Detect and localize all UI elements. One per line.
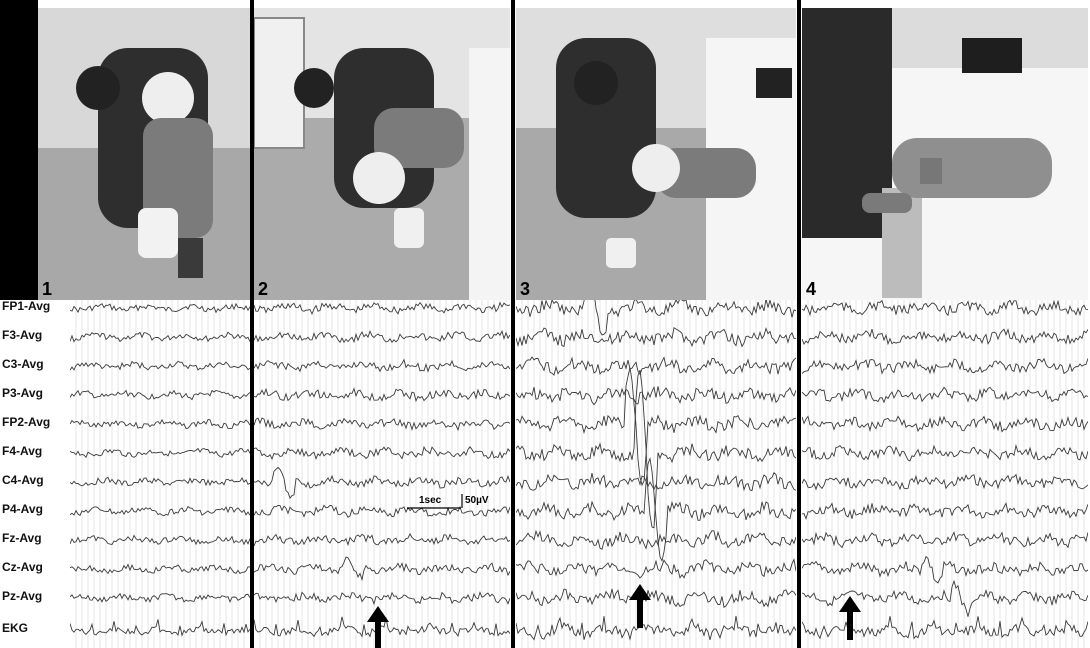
channel-label-pz: Pz-Avg — [2, 589, 43, 603]
channel-label-c4: C4-Avg — [2, 473, 44, 487]
arrow-up-icon — [367, 606, 389, 648]
eeg-panel-3 — [516, 300, 796, 648]
panel-number-2: 2 — [258, 279, 269, 299]
eeg-traces-4 — [802, 300, 1088, 648]
eeg-traces-3 — [516, 300, 796, 648]
arrow-up-icon — [839, 596, 861, 640]
channel-label-cz: Cz-Avg — [2, 560, 43, 574]
photo-1-illustration — [38, 8, 250, 300]
eeg-trace — [516, 558, 796, 579]
eeg-trace — [802, 443, 1088, 462]
eeg-trace — [802, 386, 1088, 404]
eeg-trace — [254, 556, 510, 582]
panel-number-1: 1 — [42, 279, 53, 299]
eeg-trace — [516, 456, 796, 563]
eeg-trace — [70, 331, 250, 343]
eeg-trace — [254, 466, 510, 500]
eeg-trace — [802, 473, 1088, 491]
eeg-trace — [516, 356, 796, 376]
eeg-trace — [254, 445, 510, 461]
channel-label-ekg: EKG — [2, 621, 29, 635]
channel-label-p4: P4-Avg — [2, 502, 43, 516]
channel-label-fz: Fz-Avg — [2, 531, 42, 545]
left-black-spine — [0, 0, 38, 300]
scale-time-label: 1sec — [419, 495, 442, 506]
eeg-trace — [802, 531, 1088, 549]
eeg-trace — [802, 300, 1088, 317]
eeg-trace — [70, 592, 250, 603]
eeg-trace — [70, 447, 250, 459]
photo-panel-3: 3 — [516, 8, 796, 300]
panel-divider-3 — [797, 0, 801, 648]
eeg-panel-2 — [254, 300, 510, 648]
photo-2-illustration — [254, 8, 510, 300]
eeg-trace — [516, 326, 796, 348]
eeg-trace — [254, 387, 510, 403]
eeg-trace — [254, 329, 510, 344]
eeg-trace — [254, 358, 510, 373]
eeg-trace — [254, 417, 510, 432]
eeg-panel-1 — [70, 300, 250, 648]
eeg-trace — [70, 505, 250, 517]
eeg-trace — [516, 615, 796, 641]
photo-4-illustration — [802, 8, 1088, 300]
eeg-trace — [70, 389, 250, 401]
eeg-trace — [802, 502, 1088, 520]
eeg-trace — [516, 472, 796, 492]
channel-label-p3: P3-Avg — [2, 386, 43, 400]
eeg-trace — [70, 563, 250, 575]
eeg-trace — [516, 529, 796, 550]
eeg-trace — [516, 588, 796, 608]
eeg-trace — [802, 357, 1088, 375]
eeg-trace — [802, 579, 1088, 617]
eeg-trace — [516, 367, 796, 487]
arrow-up-icon — [629, 584, 651, 628]
eeg-panel-4 — [802, 300, 1088, 648]
eeg-traces-1 — [70, 300, 250, 648]
eeg-trace — [516, 369, 796, 529]
eeg-trace — [70, 302, 250, 314]
eeg-trace — [70, 476, 250, 487]
eeg-trace — [254, 504, 510, 518]
panel-divider-1 — [250, 0, 254, 648]
panel-number-3: 3 — [520, 279, 531, 299]
channel-label-c3: C3-Avg — [2, 357, 44, 371]
panel-divider-2 — [511, 0, 515, 648]
eeg-trace — [254, 616, 510, 638]
channel-labels: FP1-Avg F3-Avg C3-Avg P3-Avg FP2-Avg F4-… — [0, 300, 70, 648]
eeg-trace — [516, 386, 796, 406]
photo-panel-1: 1 — [38, 8, 250, 300]
eeg-trace — [254, 591, 510, 606]
scale-amplitude-label: 50µV — [465, 495, 489, 506]
scale-bar-lines — [407, 494, 463, 509]
eeg-trace — [70, 360, 250, 371]
eeg-trace — [70, 619, 250, 637]
eeg-trace — [802, 328, 1088, 346]
eeg-trace — [70, 418, 250, 430]
channel-label-fp1: FP1-Avg — [2, 299, 51, 313]
eeg-trace — [254, 532, 510, 547]
channel-label-f3: F3-Avg — [2, 328, 43, 342]
photo-panel-4: 4 — [802, 8, 1088, 300]
eeg-traces-2 — [254, 300, 510, 648]
panel-number-4: 4 — [806, 279, 817, 299]
eeg-trace — [802, 415, 1088, 433]
photo-panel-2: 2 — [254, 8, 510, 300]
eeg-trace — [254, 301, 510, 316]
photo-3-illustration — [516, 8, 796, 300]
channel-label-f4: F4-Avg — [2, 444, 43, 458]
eeg-trace — [516, 300, 796, 336]
eeg-trace — [802, 555, 1088, 584]
channel-label-fp2: FP2-Avg — [2, 415, 51, 429]
eeg-trace — [70, 534, 250, 546]
